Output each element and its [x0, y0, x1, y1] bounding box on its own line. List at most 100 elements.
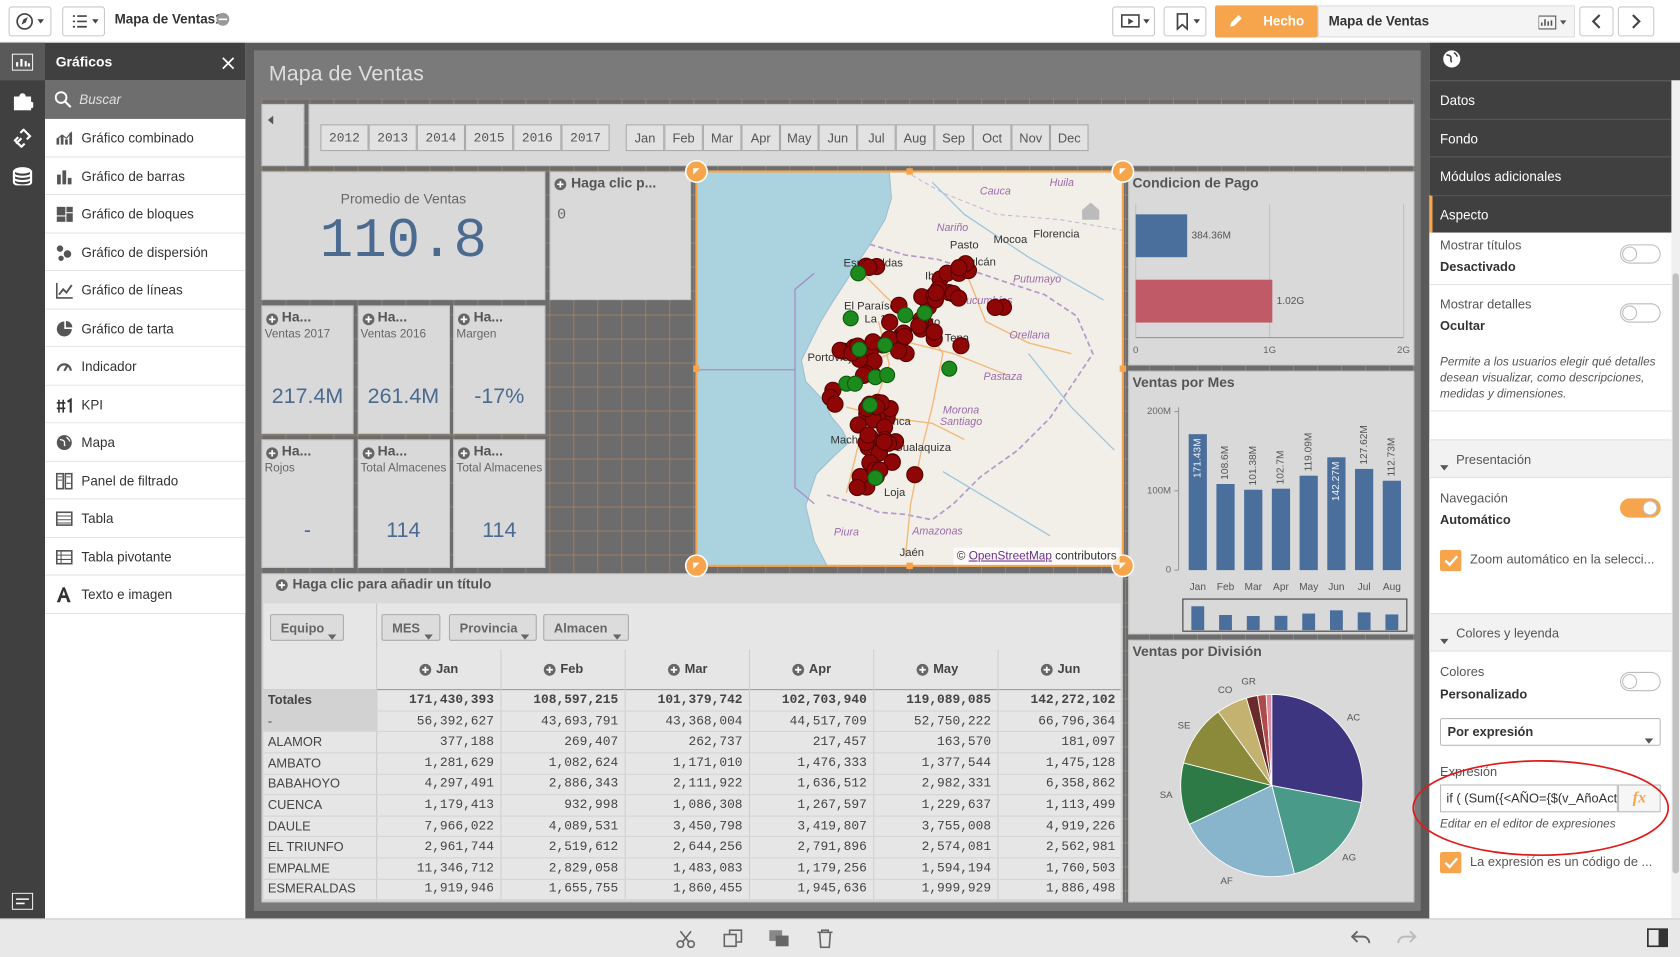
previous-sheet-button[interactable]: [1579, 6, 1614, 37]
chart-type-item[interactable]: Mapa: [45, 423, 246, 462]
dimension-button[interactable]: Provincia: [448, 614, 537, 641]
toggle-switch[interactable]: [1620, 303, 1661, 323]
master-items-tab[interactable]: [12, 128, 33, 149]
year-filter-button[interactable]: 2016: [513, 124, 562, 152]
year-filter-button[interactable]: 2017: [561, 124, 610, 152]
month-filter-button[interactable]: May: [780, 124, 819, 152]
property-section-tab[interactable]: Fondo: [1429, 118, 1672, 157]
toggle-switch[interactable]: [1620, 244, 1661, 264]
sheet-chart-icon[interactable]: [1538, 15, 1569, 30]
property-section-tab[interactable]: Módulos adicionales: [1429, 156, 1672, 195]
toggle-switch[interactable]: [1620, 671, 1661, 692]
chart-type-item[interactable]: KPI: [45, 385, 246, 424]
search-box[interactable]: Buscar: [45, 80, 246, 119]
store-marker-green: [876, 337, 894, 354]
month-filter-button[interactable]: Jul: [857, 124, 896, 152]
table-cell: 1,267,597: [797, 797, 867, 813]
month-filter-button[interactable]: Aug: [895, 124, 935, 152]
variables-button[interactable]: [11, 892, 34, 910]
toggle-switch[interactable]: [1620, 498, 1661, 518]
next-sheet-button[interactable]: [1617, 6, 1655, 37]
slice-label: AC: [1347, 712, 1360, 723]
dimension-button[interactable]: Almacen: [543, 614, 629, 641]
collapsible-section-header[interactable]: Colores y leyenda: [1429, 612, 1672, 652]
fields-tab[interactable]: [12, 166, 33, 187]
dropdown-caret: [1644, 730, 1654, 744]
month-filter-button[interactable]: Dec: [1050, 124, 1089, 152]
chart-type-icon: [56, 396, 73, 413]
table-body-background: [263, 603, 1121, 901]
extensions-tab[interactable]: [12, 91, 35, 111]
checkbox-checked[interactable]: [1440, 549, 1462, 572]
month-filter-button[interactable]: Sep: [934, 124, 973, 152]
month-filter-button[interactable]: Apr: [741, 124, 781, 152]
navigation-menu-button[interactable]: [62, 6, 106, 37]
dimension-button[interactable]: MES: [381, 614, 441, 641]
chart-type-label: KPI: [81, 397, 104, 413]
cut-button[interactable]: [676, 929, 696, 949]
chart-type-item[interactable]: Gráfico de barras: [45, 156, 246, 196]
property-section-tab[interactable]: Aspecto: [1429, 194, 1672, 233]
add-title-icon-glyph: [458, 313, 470, 326]
close-panel-button[interactable]: [222, 56, 235, 70]
month-filter-button[interactable]: Jun: [818, 124, 858, 152]
done-editing-button[interactable]: Hecho: [1215, 5, 1318, 38]
bookmark-button[interactable]: [1163, 6, 1207, 37]
chart-type-item[interactable]: Panel de filtrado: [45, 461, 246, 500]
scrollbar-thumb[interactable]: [1672, 273, 1679, 874]
redo-button[interactable]: [1397, 929, 1417, 946]
copy-button[interactable]: [723, 929, 743, 948]
bookmark-button-icon: [1176, 13, 1201, 31]
chart-type-item[interactable]: Indicador: [45, 347, 246, 386]
checkbox-checked[interactable]: [1440, 851, 1462, 874]
month-filter-label: Jul: [868, 130, 885, 146]
month-filter-button[interactable]: Feb: [664, 124, 703, 152]
year-filter-button[interactable]: 2014: [416, 124, 466, 152]
sheet-title-field: Mapa de Ventas: [1317, 5, 1576, 38]
dimension-button[interactable]: Equipo: [270, 614, 344, 641]
chart-type-item[interactable]: Gráfico de bloques: [45, 195, 246, 234]
table-cell: 1,945,636: [797, 881, 867, 897]
month-filter-button[interactable]: Nov: [1011, 124, 1051, 152]
chart-type-item[interactable]: Tabla: [45, 499, 246, 538]
kpi-label: Ventas 2017: [264, 327, 331, 341]
month-filter-button[interactable]: Mar: [702, 124, 742, 152]
collapsible-section-header[interactable]: Presentación: [1429, 439, 1672, 478]
chart-type-icon: [55, 510, 73, 527]
chart-type-icon-glyph: [56, 587, 71, 603]
year-filter-button[interactable]: 2013: [368, 124, 417, 152]
add-title-icon: [916, 662, 929, 676]
maritime-boundary: [696, 272, 815, 371]
filter-collapse-icon[interactable]: [266, 111, 275, 125]
month-filter-button[interactable]: Jan: [625, 124, 665, 152]
storytelling-button[interactable]: [1112, 6, 1156, 37]
global-menu-button[interactable]: [8, 6, 52, 37]
chart-type-item[interactable]: Gráfico de tarta: [45, 309, 246, 348]
expression-input[interactable]: if ( (Sum({<AÑO={$(v_AñoAct: [1440, 784, 1618, 813]
paste-button[interactable]: [768, 929, 789, 948]
table-cell: 217,457: [812, 734, 867, 750]
undo-button[interactable]: [1350, 929, 1371, 946]
color-mode-dropdown[interactable]: Por expresión: [1440, 718, 1661, 746]
year-filter-button[interactable]: 2015: [465, 124, 514, 152]
month-filter-button[interactable]: Oct: [972, 124, 1012, 152]
chart-type-item[interactable]: Gráfico de dispersión: [45, 233, 246, 272]
charts-tab[interactable]: [11, 53, 34, 71]
chart-type-item[interactable]: Tabla pivotante: [45, 537, 246, 576]
property-text: La expresión es un código de ...: [1470, 854, 1653, 870]
kpi-label: Ventas 2016: [360, 327, 427, 341]
table-cell: 2,829,058: [548, 860, 619, 876]
sheet-title: Mapa de Ventas: [1328, 13, 1430, 29]
attribution-link[interactable]: OpenStreetMap: [968, 549, 1052, 563]
delete-button[interactable]: [816, 929, 833, 949]
year-filter-button[interactable]: 2012: [320, 124, 369, 152]
month-filter-label: Oct: [982, 130, 1003, 146]
chart-type-item[interactable]: Gráfico de líneas: [45, 271, 246, 310]
expression-editor-button[interactable]: fx: [1617, 784, 1661, 813]
toggle-properties-button[interactable]: [1647, 928, 1669, 948]
chart-type-item[interactable]: Texto e imagen: [45, 575, 246, 614]
table-cell: 2,982,331: [921, 776, 992, 792]
dropdown-value: Por expresión: [1447, 724, 1534, 740]
chart-type-item[interactable]: Gráfico combinado: [45, 118, 246, 157]
property-section-tab[interactable]: Datos: [1429, 80, 1672, 119]
